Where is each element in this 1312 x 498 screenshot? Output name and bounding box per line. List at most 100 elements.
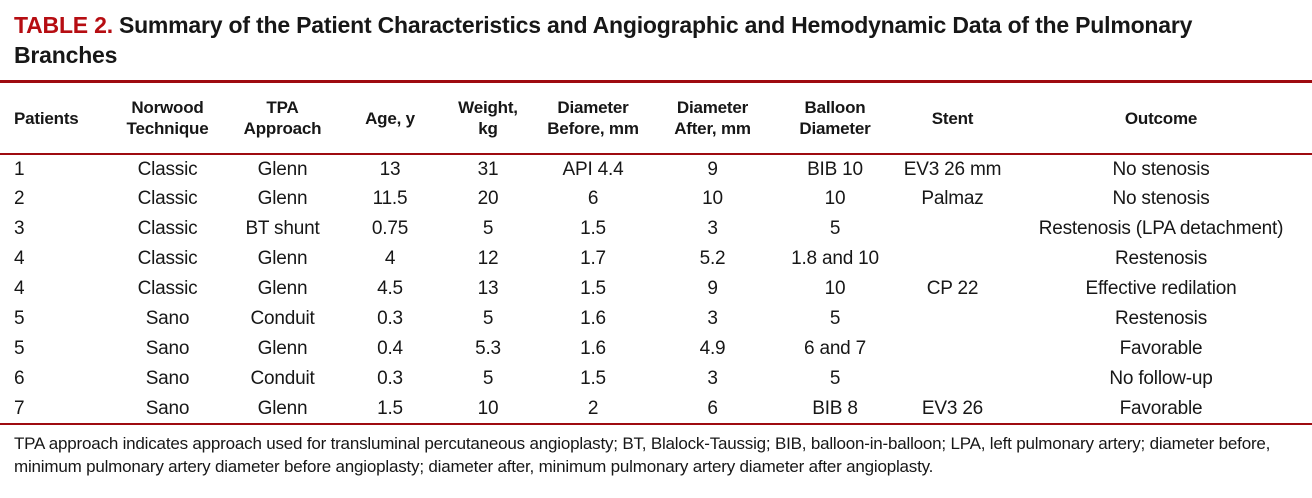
header-row: Patients Norwood Technique TPA Approach … bbox=[0, 83, 1312, 155]
table-body: 1 Classic Glenn 13 31 API 4.4 9 BIB 10 EV3 26 mm… bbox=[0, 154, 1312, 425]
table-row: 6 Sano Conduit 0.3 5 1.5 3 5 No follow-up bbox=[0, 364, 1312, 394]
table-cell: 13 bbox=[379, 158, 401, 180]
table-cell: No follow-up bbox=[1109, 368, 1213, 389]
table-cell: 0.4 bbox=[377, 338, 403, 359]
table-cell bbox=[895, 244, 1010, 274]
table-cell: No stenosis bbox=[1112, 188, 1210, 209]
table-cell: 9 bbox=[707, 278, 718, 299]
table-cell: Glenn bbox=[257, 158, 308, 180]
table-cell: Glenn bbox=[257, 338, 308, 359]
table-cell: 1.8 and 10 bbox=[791, 248, 879, 269]
table-cell: Favorable bbox=[1010, 394, 1312, 425]
table-cell: Classic bbox=[137, 218, 198, 239]
table-cell: CP 22 bbox=[926, 278, 979, 299]
table-row: 7 Sano Glenn 1.5 10 2 6 BIB 8 EV3 26 Favorable bbox=[0, 394, 1312, 425]
table-cell: 1.5 bbox=[580, 278, 606, 299]
table-cell: 1 bbox=[14, 158, 25, 180]
table-row: 5 Sano Conduit 0.3 5 1.6 3 5 Restenosis bbox=[0, 304, 1312, 334]
table-cell: BIB 10 bbox=[807, 158, 863, 180]
table-cell: 1.6 bbox=[580, 338, 606, 359]
table-cell bbox=[895, 364, 1010, 394]
table-cell: 10 bbox=[702, 188, 723, 209]
table-row: 3 Classic BT shunt 0.75 5 1.5 3 5 Restenosis (LP… bbox=[0, 214, 1312, 244]
table-row: 5 Sano Glenn 0.4 5.3 1.6 4.9 6 and 7 Favorable bbox=[0, 334, 1312, 364]
table-cell bbox=[895, 214, 1010, 244]
table-row: 2 Classic Glenn 11.5 20 6 10 10 Palmaz No stenosi… bbox=[0, 184, 1312, 214]
table-cell: EV3 26 mm bbox=[903, 158, 1002, 180]
table-cell: 10 bbox=[824, 278, 846, 299]
table-cell: 5 bbox=[14, 308, 25, 329]
table-cell: 5 bbox=[829, 368, 841, 389]
table-cell: 11.5 bbox=[372, 188, 408, 209]
table-cell: Glenn bbox=[257, 278, 308, 299]
table-cell: Glenn bbox=[257, 188, 308, 209]
column-header-norwood-technique: Norwood Technique bbox=[110, 83, 225, 155]
table-cell: 6 and 7 bbox=[804, 338, 866, 359]
table-cell: Sano bbox=[145, 338, 190, 359]
table-cell: BIB 8 bbox=[775, 394, 895, 425]
table-cell: 1.5 bbox=[340, 394, 440, 425]
table-header: Patients Norwood Technique TPA Approach … bbox=[0, 83, 1312, 155]
table-cell: Conduit bbox=[250, 368, 315, 389]
table-cell: Favorable bbox=[1119, 338, 1203, 359]
table-cell: EV3 26 bbox=[895, 394, 1010, 425]
table-cell: 3 bbox=[707, 308, 718, 329]
table-cell: 1.6 bbox=[580, 308, 606, 329]
column-header-tpa-approach: TPA Approach bbox=[225, 83, 340, 155]
table-cell: 5 bbox=[829, 218, 841, 239]
table-cell: Classic bbox=[137, 188, 198, 209]
table-cell: API 4.4 bbox=[562, 158, 624, 180]
table-cell: 5 bbox=[829, 308, 841, 329]
table-title-text: Summary of the Patient Characteristics a… bbox=[14, 12, 1193, 68]
table-cell: 4.5 bbox=[377, 278, 403, 299]
table-cell: Glenn bbox=[257, 248, 308, 269]
table-cell: 0.75 bbox=[371, 218, 409, 239]
table-title: TABLE 2. Summary of the Patient Character… bbox=[0, 0, 1312, 70]
table-cell: Sano bbox=[110, 394, 225, 425]
column-header-diameter-before: Diameter Before, mm bbox=[536, 83, 650, 155]
table-cell: No stenosis bbox=[1112, 158, 1210, 180]
table-cell: Sano bbox=[145, 368, 190, 389]
table-cell: Glenn bbox=[225, 394, 340, 425]
table-cell: 6 bbox=[587, 188, 599, 209]
patient-data-table: Patients Norwood Technique TPA Approach … bbox=[0, 83, 1312, 425]
column-header-outcome: Outcome bbox=[1010, 83, 1312, 155]
column-header-balloon-diameter: Balloon Diameter bbox=[775, 83, 895, 155]
table-cell: 0.3 bbox=[377, 308, 403, 329]
table-cell: 4 bbox=[384, 248, 396, 269]
column-header-weight: Weight, kg bbox=[440, 83, 536, 155]
table-cell: 5.3 bbox=[475, 338, 501, 359]
table-cell: 20 bbox=[477, 188, 499, 209]
table-cell: 5 bbox=[482, 308, 494, 329]
table-cell: 4 bbox=[14, 248, 25, 269]
table-cell: Classic bbox=[137, 158, 198, 180]
table-cell: 31 bbox=[477, 158, 499, 180]
table-cell: BT shunt bbox=[245, 218, 320, 239]
table-cell: Effective redilation bbox=[1085, 278, 1237, 299]
table-number-label: TABLE 2. bbox=[14, 12, 113, 38]
table-cell: 5 bbox=[14, 338, 25, 359]
table-cell: 4.9 bbox=[699, 338, 726, 359]
column-header-stent: Stent bbox=[895, 83, 1010, 155]
table-cell: 1.5 bbox=[580, 218, 606, 239]
table-cell: 10 bbox=[440, 394, 536, 425]
table-cell: Restenosis bbox=[1115, 248, 1207, 269]
table-cell: Classic bbox=[137, 248, 198, 269]
table-cell: 13 bbox=[477, 278, 499, 299]
table-cell: Conduit bbox=[250, 308, 315, 329]
table-cell: Sano bbox=[145, 308, 190, 329]
column-header-diameter-after: Diameter After, mm bbox=[650, 83, 775, 155]
table-cell: 5 bbox=[482, 368, 494, 389]
table-row: 4 Classic Glenn 4.5 13 1.5 9 10 CP 22 Effective r… bbox=[0, 274, 1312, 304]
table-footnote: TPA approach indicates approach used for… bbox=[14, 434, 1271, 476]
table-cell: 5 bbox=[482, 218, 494, 239]
table-cell: 10 bbox=[824, 188, 846, 209]
table-cell: 4 bbox=[14, 278, 25, 299]
column-header-patients: Patients bbox=[0, 83, 110, 155]
table-cell: Palmaz bbox=[921, 188, 984, 209]
top-rule bbox=[0, 80, 1312, 83]
table-cell: Restenosis (LPA detachment) bbox=[1038, 218, 1284, 239]
table-cell bbox=[895, 304, 1010, 334]
table-cell: 1.5 bbox=[580, 368, 606, 389]
